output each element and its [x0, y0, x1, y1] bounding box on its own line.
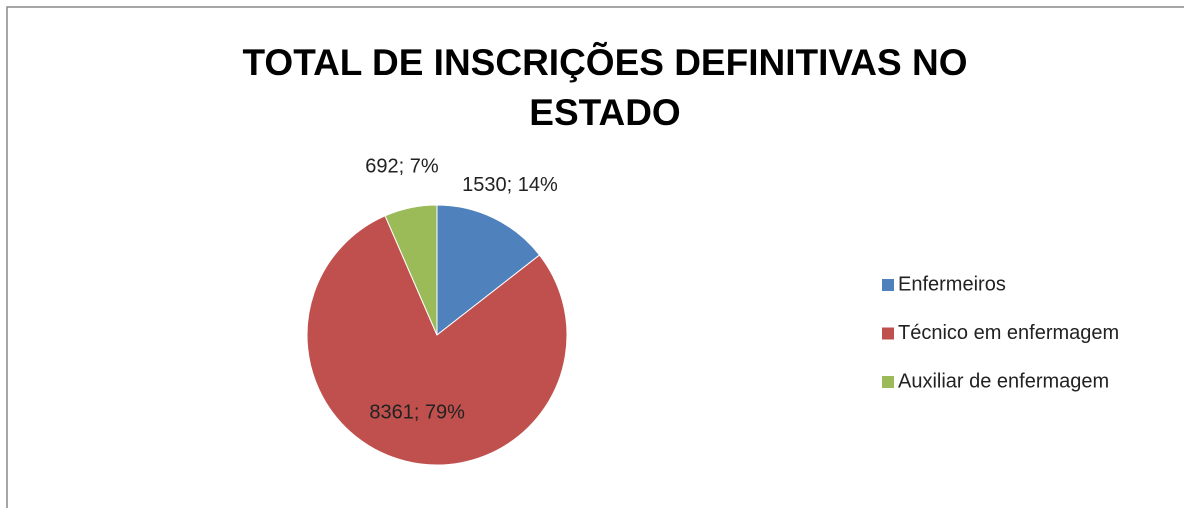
legend-label: Técnico em enfermagem — [898, 322, 1119, 344]
legend-label: Auxiliar de enfermagem — [898, 370, 1109, 392]
chart-title: TOTAL DE INSCRIÇÕES DEFINITIVAS NO ESTAD… — [242, 42, 968, 133]
legend-swatch — [882, 279, 894, 291]
chart-frame — [6, 6, 1184, 508]
data-label: 692; 7% — [365, 155, 439, 177]
legend-swatch — [882, 376, 894, 388]
pie-slice — [436, 204, 541, 337]
data-label: 8361; 79% — [369, 401, 465, 423]
pie-slice — [384, 204, 438, 336]
legend-label: Enfermeiros — [898, 273, 1006, 295]
pie-slice — [306, 215, 568, 466]
legend-swatch — [882, 327, 894, 340]
data-label: 1530; 14% — [462, 174, 558, 196]
